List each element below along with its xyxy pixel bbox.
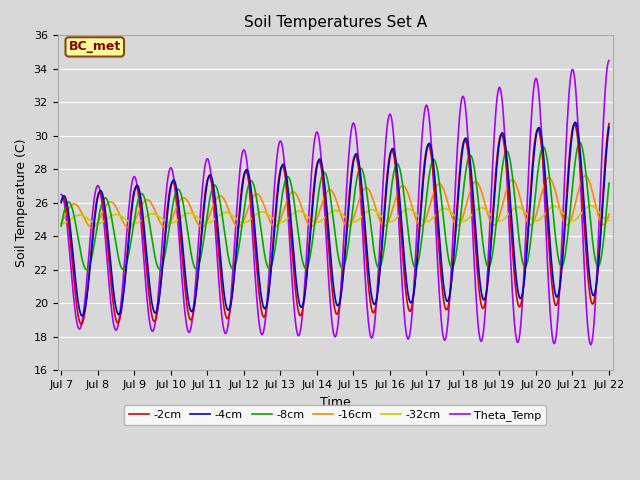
Title: Soil Temperatures Set A: Soil Temperatures Set A: [244, 15, 427, 30]
-2cm: [58, 198, 65, 204]
-16cm: [381, 223, 388, 229]
Theta_Temp: [587, 342, 595, 348]
-16cm: [202, 221, 209, 227]
-2cm: [381, 202, 388, 208]
-2cm: [328, 278, 335, 284]
-2cm: [556, 287, 563, 292]
-32cm: [380, 216, 388, 222]
Y-axis label: Soil Temperature (C): Soil Temperature (C): [15, 139, 28, 267]
-32cm: [605, 217, 613, 223]
-2cm: [202, 186, 209, 192]
-32cm: [587, 203, 595, 209]
-16cm: [88, 225, 96, 231]
Theta_Temp: [58, 192, 65, 197]
-8cm: [381, 243, 388, 249]
-32cm: [177, 214, 185, 220]
-8cm: [435, 174, 442, 180]
-32cm: [326, 209, 334, 215]
-8cm: [556, 261, 563, 266]
Line: -2cm: -2cm: [61, 124, 609, 324]
-4cm: [556, 286, 563, 291]
Line: -16cm: -16cm: [61, 176, 609, 228]
-32cm: [434, 210, 442, 216]
-32cm: [555, 205, 563, 211]
-4cm: [202, 190, 209, 196]
-4cm: [605, 124, 613, 130]
-32cm: [58, 221, 65, 227]
-4cm: [328, 261, 335, 266]
Theta_Temp: [605, 58, 613, 63]
-2cm: [435, 241, 442, 247]
Theta_Temp: [201, 163, 209, 169]
-8cm: [58, 223, 65, 229]
-2cm: [179, 253, 186, 259]
Theta_Temp: [555, 301, 563, 307]
Theta_Temp: [177, 267, 185, 273]
-4cm: [381, 210, 388, 216]
-16cm: [328, 188, 335, 193]
-8cm: [179, 195, 186, 201]
Line: -8cm: -8cm: [61, 143, 609, 270]
Theta_Temp: [326, 303, 334, 309]
-32cm: [201, 220, 209, 226]
Theta_Temp: [434, 264, 442, 270]
-8cm: [202, 223, 209, 228]
-4cm: [58, 200, 65, 205]
Line: -4cm: -4cm: [61, 122, 609, 316]
X-axis label: Time: Time: [320, 396, 351, 408]
-16cm: [58, 220, 65, 226]
Theta_Temp: [380, 168, 388, 174]
-8cm: [328, 201, 335, 206]
-8cm: [83, 267, 91, 273]
-16cm: [179, 195, 186, 201]
-4cm: [572, 120, 579, 125]
-16cm: [605, 211, 613, 217]
-2cm: [605, 121, 613, 127]
Line: -32cm: -32cm: [61, 206, 609, 224]
-16cm: [582, 173, 589, 179]
-16cm: [435, 181, 442, 187]
-8cm: [576, 140, 584, 145]
Text: BC_met: BC_met: [68, 40, 121, 53]
-2cm: [77, 322, 85, 327]
-4cm: [179, 237, 186, 243]
-16cm: [556, 205, 563, 211]
-4cm: [79, 313, 86, 319]
-8cm: [605, 180, 613, 186]
Legend: -2cm, -4cm, -8cm, -16cm, -32cm, Theta_Temp: -2cm, -4cm, -8cm, -16cm, -32cm, Theta_Te…: [124, 406, 546, 425]
Line: Theta_Temp: Theta_Temp: [61, 60, 609, 345]
-4cm: [435, 223, 442, 229]
